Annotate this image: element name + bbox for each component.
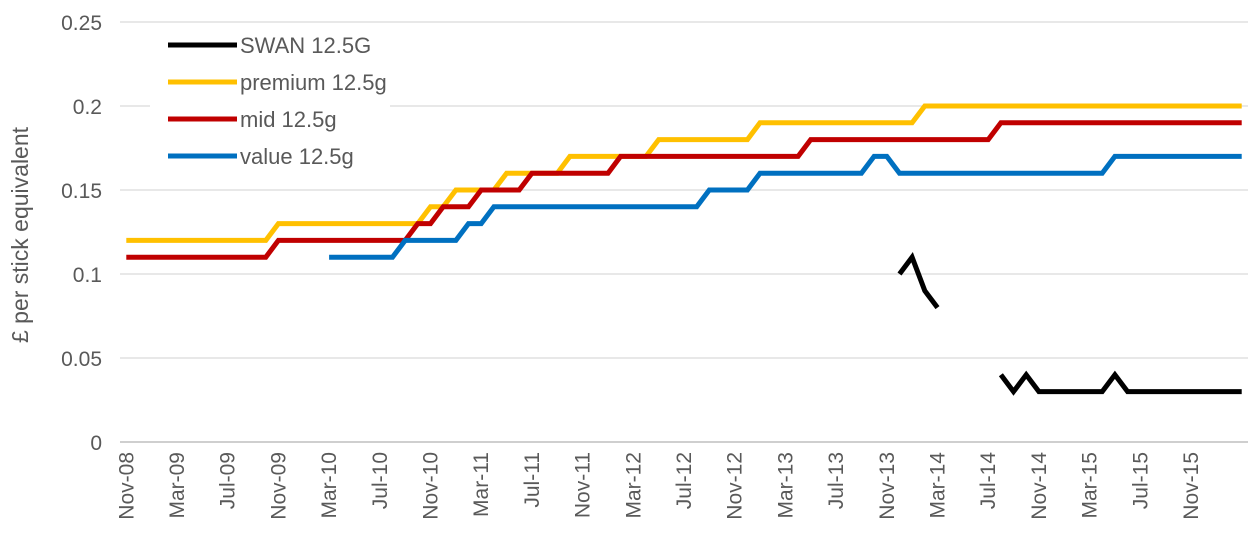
y-tick-label: 0 [90,432,102,455]
x-tick-label: Mar-09 [166,452,189,519]
x-tick-label: Nov-08 [115,452,138,520]
x-tick-label: Jul-12 [673,452,696,509]
x-tick-label: Jul-15 [1129,452,1152,509]
series-line [329,153,1242,260]
x-tick-label: Mar-10 [318,452,341,519]
x-tick-label: Mar-12 [622,452,645,519]
y-tick-label: 0.15 [61,180,102,203]
x-tick-label: Jul-09 [217,452,240,509]
y-tick-label: 0.2 [73,96,102,119]
series-line [897,252,1242,396]
x-tick-label: Mar-14 [926,452,949,519]
legend-label: SWAN 12.5G [240,33,371,58]
x-tick-label: Nov-14 [1028,452,1051,520]
legend: SWAN 12.5G premium 12.5g mid 12.5g value 12… [150,28,390,183]
x-tick-label: Nov-12 [724,452,747,520]
x-tick-label: Mar-13 [774,452,797,519]
x-tick-label: Nov-11 [572,452,595,518]
series-line [126,120,1242,260]
x-tick-label: Nov-10 [420,452,443,520]
y-tick-label: 0.25 [61,12,102,35]
x-tick-label: Jul-10 [369,452,392,509]
x-tick-label: Mar-11 [470,452,493,517]
y-tick-label: 0.05 [61,348,102,371]
x-tick-label: Mar-15 [1079,452,1102,519]
series-lines [126,103,1242,396]
x-tick-label: Jul-11 [521,452,544,508]
x-tick-label: Nov-15 [1180,452,1203,520]
x-tick-label: Nov-09 [267,452,290,520]
x-tick-label: Jul-13 [825,452,848,509]
legend-label: mid 12.5g [240,107,337,132]
legend-label: value 12.5g [240,144,354,169]
x-axis-ticks: Nov-08 Mar-09 Jul-09 Nov-09 Mar-10 Jul-10 Nov-… [115,452,1203,520]
y-tick-label: 0.1 [73,264,102,287]
x-tick-label: Jul-14 [977,452,1000,510]
x-tick-label: Nov-13 [876,452,899,520]
legend-label: premium 12.5g [240,70,387,95]
y-axis-ticks: 0 0.05 0.1 0.15 0.2 0.25 [61,12,102,455]
y-axis-label: £ per stick equivalent [7,126,33,343]
